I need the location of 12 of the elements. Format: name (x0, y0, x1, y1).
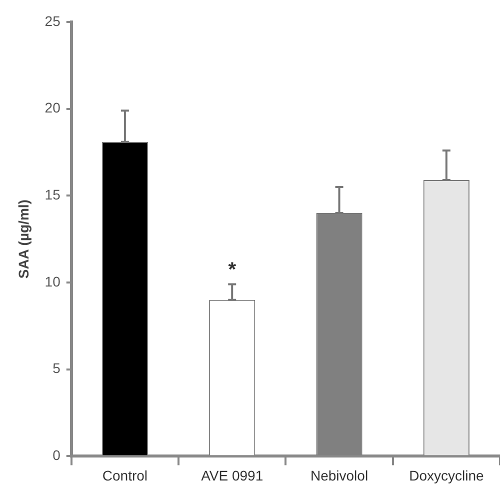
y-tick-label: 0 (52, 447, 61, 464)
x-tick-label: AVE 0991 (201, 467, 264, 484)
y-tick-label: 20 (44, 100, 61, 116)
y-tick-label: 10 (44, 273, 61, 290)
x-tick-label: Nebivolol (310, 467, 368, 484)
y-axis-title: SAA (µg/ml) (15, 200, 32, 279)
annotation: * (228, 258, 236, 281)
y-tick-label: 25 (44, 12, 61, 29)
x-tick-label: Doxycycline (409, 467, 484, 484)
x-tick-label: Control (102, 467, 148, 484)
y-tick-label: 15 (44, 186, 61, 203)
y-tick-label: 5 (52, 360, 61, 376)
